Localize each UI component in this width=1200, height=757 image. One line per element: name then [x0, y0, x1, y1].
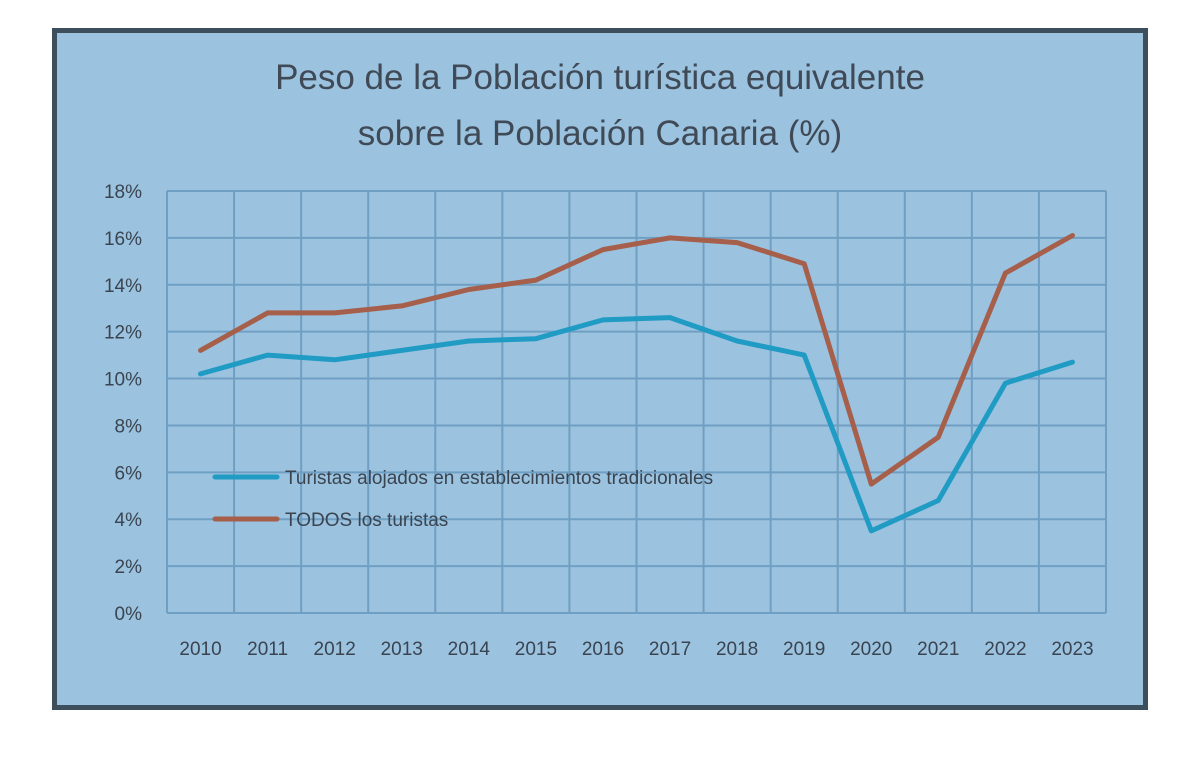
y-tick-label: 14%	[104, 276, 142, 297]
x-tick-label: 2012	[314, 639, 356, 660]
chart-title-line1: Peso de la Población turística equivalen…	[275, 58, 925, 97]
x-tick-label: 2023	[1051, 639, 1093, 660]
y-tick-label: 4%	[115, 510, 143, 531]
y-tick-label: 10%	[104, 370, 142, 391]
chart-frame: Peso de la Población turística equivalen…	[52, 28, 1148, 710]
x-tick-label: 2011	[247, 639, 288, 660]
line-chart: 0% 2% 4% 6% 8% 10% 12% 14% 16% 18% 2010 2011 2012 201…	[104, 182, 1107, 660]
y-tick-label: 12%	[104, 323, 142, 344]
y-tick-label: 18%	[104, 182, 142, 203]
x-tick-label: 2021	[917, 639, 959, 660]
chart-title-line2: sobre la Población Canaria (%)	[357, 114, 843, 153]
y-tick-label: 8%	[115, 416, 143, 437]
x-tick-label: 2022	[984, 639, 1026, 660]
legend-label: TODOS los turistas	[285, 510, 448, 531]
y-tick-label: 6%	[115, 463, 143, 484]
y-tick-label: 16%	[104, 229, 142, 250]
legend-label: Turistas alojados en establecimientos tr…	[285, 468, 713, 489]
x-tick-label: 2013	[381, 639, 423, 660]
y-tick-label: 0%	[115, 604, 143, 625]
x-tick-label: 2019	[783, 639, 825, 660]
x-tick-label: 2017	[649, 639, 691, 660]
x-tick-label: 2014	[448, 639, 491, 660]
x-tick-label: 2010	[179, 639, 221, 660]
series-line-2	[198, 233, 1075, 487]
x-tick-label: 2016	[582, 639, 624, 660]
x-tick-label: 2018	[716, 639, 758, 660]
x-tick-label: 2015	[515, 639, 557, 660]
series-line-1	[198, 315, 1075, 534]
x-tick-label: 2020	[850, 639, 892, 660]
y-tick-label: 2%	[115, 557, 143, 578]
